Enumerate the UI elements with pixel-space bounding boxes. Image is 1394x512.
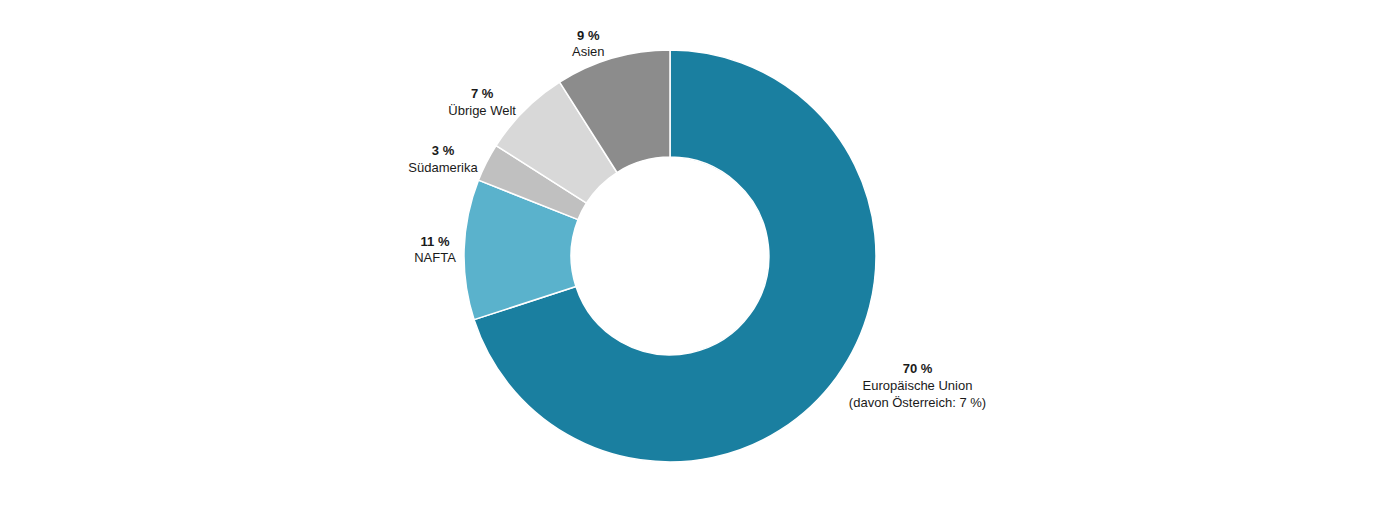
svg-text:70 %Europäische Union(davon Ös: 70 %Europäische Union(davon Österreich: … <box>849 361 986 410</box>
svg-text:3 %Südamerika: 3 %Südamerika <box>408 143 478 175</box>
svg-text:9 %Asien: 9 %Asien <box>572 28 605 60</box>
svg-text:11 %NAFTA: 11 %NAFTA <box>414 234 456 266</box>
svg-text:7 %Übrige Welt: 7 %Übrige Welt <box>448 86 516 118</box>
